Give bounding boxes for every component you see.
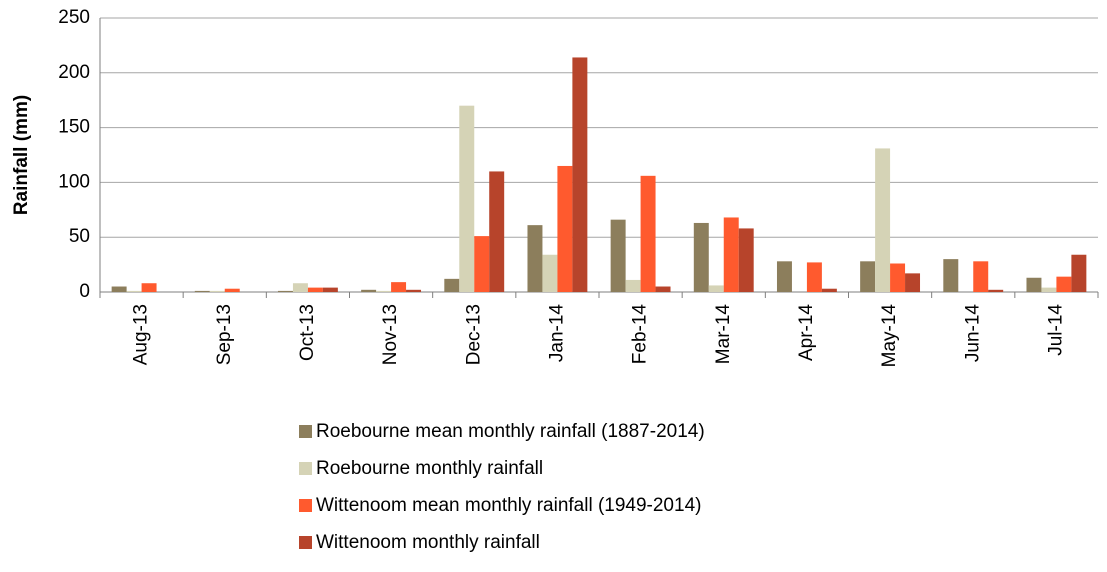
bar [860, 261, 876, 292]
bar [292, 283, 308, 292]
bar [776, 261, 792, 292]
bar [708, 285, 724, 292]
bar [1071, 254, 1087, 292]
bar [444, 278, 460, 292]
bar [361, 289, 377, 292]
y-axis-label: Rainfall (mm) [11, 95, 32, 215]
bar [1026, 277, 1042, 292]
x-tick-label: Jun-14 [962, 304, 983, 363]
legend-swatch [299, 499, 312, 512]
legend-swatch [299, 425, 312, 438]
bar [474, 236, 490, 292]
legend-label: Wittenoom monthly rainfall [316, 532, 540, 553]
x-tick-label: Apr-14 [796, 304, 817, 361]
bar [640, 175, 656, 292]
bar [821, 288, 837, 292]
bar [890, 263, 906, 292]
bar [905, 273, 921, 292]
x-tick-label: Dec-13 [463, 304, 484, 365]
bar [557, 165, 573, 292]
x-tick-label: Feb-14 [630, 304, 651, 365]
bar [489, 171, 505, 292]
bar [209, 290, 225, 292]
bar [322, 287, 338, 292]
x-tick-label: Oct-13 [297, 304, 318, 361]
bar [391, 282, 407, 292]
bar [610, 219, 626, 292]
bar [988, 289, 1004, 292]
bar [875, 148, 891, 292]
x-tick-label: Jan-14 [546, 304, 567, 363]
bar [307, 287, 323, 292]
y-tick-label: 50 [69, 226, 90, 247]
bar [943, 259, 959, 292]
bar [459, 105, 475, 293]
legend-label: Wittenoom mean monthly rainfall (1949-20… [316, 495, 701, 516]
bar [126, 290, 142, 292]
legend-swatch [299, 462, 312, 475]
bar [723, 217, 739, 292]
bar [542, 254, 558, 292]
y-tick-label: 150 [58, 117, 90, 138]
bar [1041, 287, 1057, 292]
x-tick-label: Jul-14 [1045, 304, 1066, 356]
bar [224, 288, 240, 292]
bar [625, 279, 641, 292]
bar [572, 57, 588, 293]
bar [376, 290, 392, 292]
legend-label: Roebourne mean monthly rainfall (1887-20… [316, 421, 705, 442]
bar [738, 228, 754, 292]
y-tick-label: 100 [58, 171, 90, 192]
bar [1056, 276, 1072, 292]
y-tick-label: 200 [58, 62, 90, 83]
bar [277, 290, 293, 292]
bar [806, 262, 822, 292]
x-tick-label: Mar-14 [713, 304, 734, 365]
bar [693, 222, 709, 292]
legend-swatch [299, 536, 312, 549]
x-tick-label: May-14 [879, 304, 900, 368]
bar [194, 290, 210, 292]
legend-label: Roebourne monthly rainfall [316, 458, 543, 479]
bar [973, 261, 989, 292]
bar [141, 283, 157, 292]
bar [527, 225, 543, 292]
bar [406, 289, 422, 292]
bar [111, 286, 127, 292]
x-tick-label: Nov-13 [380, 304, 401, 365]
bar [655, 286, 671, 292]
x-tick-label: Aug-13 [131, 304, 152, 365]
y-tick-label: 0 [79, 281, 90, 302]
x-tick-label: Sep-13 [214, 304, 235, 365]
y-tick-label: 250 [58, 7, 90, 28]
